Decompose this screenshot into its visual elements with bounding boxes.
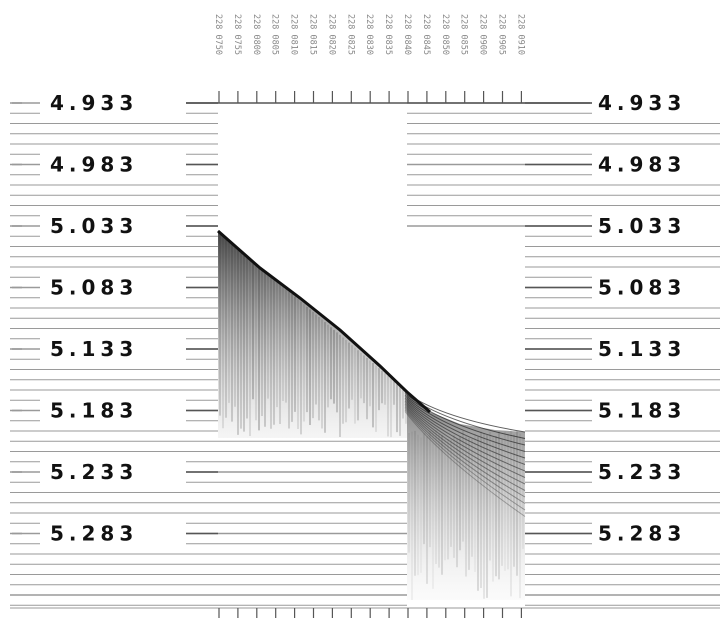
layer-reflector [404, 393, 526, 439]
time-label: 228 0855 [459, 14, 469, 55]
depth-label-bg [592, 212, 727, 238]
depth-label-bg [592, 150, 727, 177]
time-label: 228 0805 [270, 14, 280, 55]
depth-label-bg [40, 150, 186, 177]
depth-label-left: 5.233 [50, 460, 138, 484]
time-label: 228 0755 [232, 14, 242, 55]
depth-label-bg [40, 335, 186, 361]
time-label: 228 0815 [308, 14, 318, 55]
record-panels [218, 231, 525, 600]
depth-label-right: 5.083 [598, 276, 686, 300]
layer-reflector [404, 409, 526, 511]
primary-reflector [217, 229, 431, 414]
time-label: 228 0830 [364, 14, 374, 55]
time-label: 228 0800 [251, 14, 261, 55]
depth-label-left: 5.083 [50, 276, 138, 300]
depth-label-left: 4.933 [50, 91, 138, 115]
depth-label-bg [40, 396, 186, 423]
depth-label-left: 5.133 [50, 337, 138, 361]
time-label: 228 0845 [421, 14, 431, 55]
time-label: 228 0810 [289, 14, 299, 55]
depth-label-bg [40, 212, 186, 238]
time-label: 228 0750 [213, 14, 223, 55]
depth-label-left: 5.283 [50, 522, 138, 546]
layer-reflector [404, 394, 526, 446]
depth-label-right: 5.133 [598, 337, 686, 361]
layer-reflector [404, 406, 526, 498]
depth-label-bg [592, 519, 727, 546]
bottom-time-ticks [218, 608, 523, 618]
depth-label-right: 5.233 [598, 460, 686, 484]
depth-label-right: 4.933 [598, 91, 686, 115]
layer-reflector [404, 400, 526, 472]
layer-reflector [404, 397, 526, 459]
time-label: 228 0905 [497, 14, 507, 55]
depth-label-bg [40, 273, 186, 300]
time-label: 228 0835 [383, 14, 393, 55]
depth-label-right: 5.183 [598, 399, 686, 423]
depth-label-bg [592, 396, 727, 423]
layer-reflector [404, 403, 526, 485]
top-time-ticks [218, 91, 523, 103]
depth-label-bg [40, 89, 186, 115]
time-label: 228 0900 [478, 14, 488, 55]
layer-reflector [404, 402, 526, 478]
depth-label-left: 4.983 [50, 153, 138, 177]
time-label-row: 228 0750 228 0755 228 0800 228 0805 228 0810… [213, 14, 525, 55]
time-label: 228 0820 [326, 14, 336, 55]
depth-scale-left: 4.933 4.983 5.033 5.083 5.133 5.183 5.233 5.283 [12, 89, 218, 546]
layer-reflector [404, 408, 526, 504]
depth-label-bg [592, 89, 727, 115]
layer-reflector [404, 405, 526, 491]
left-panel-returns [218, 231, 407, 438]
right-panel-returns [407, 392, 525, 600]
reflection-traces [217, 229, 526, 600]
depth-label-right: 5.283 [598, 522, 686, 546]
depth-label-left: 5.033 [50, 214, 138, 238]
depth-label-bg [592, 458, 727, 484]
time-label: 228 0840 [402, 14, 412, 55]
depth-label-bg [592, 335, 727, 361]
time-label: 228 0910 [515, 14, 525, 55]
time-label: 228 0850 [440, 14, 450, 55]
depth-label-right: 4.983 [598, 153, 686, 177]
time-label: 228 0825 [345, 14, 355, 55]
depth-label-bg [592, 273, 727, 300]
depth-label-left: 5.183 [50, 399, 138, 423]
depth-scale-right: 4.933 4.983 5.033 5.083 5.133 5.183 5.233 5.283 [525, 89, 727, 546]
layer-reflector [404, 396, 526, 452]
depth-label-bg [40, 458, 186, 484]
layer-reflector [404, 391, 526, 433]
layer-reflector [404, 411, 526, 517]
layer-reflector [404, 399, 526, 465]
depth-label-right: 5.033 [598, 214, 686, 238]
depth-label-bg [40, 519, 186, 546]
